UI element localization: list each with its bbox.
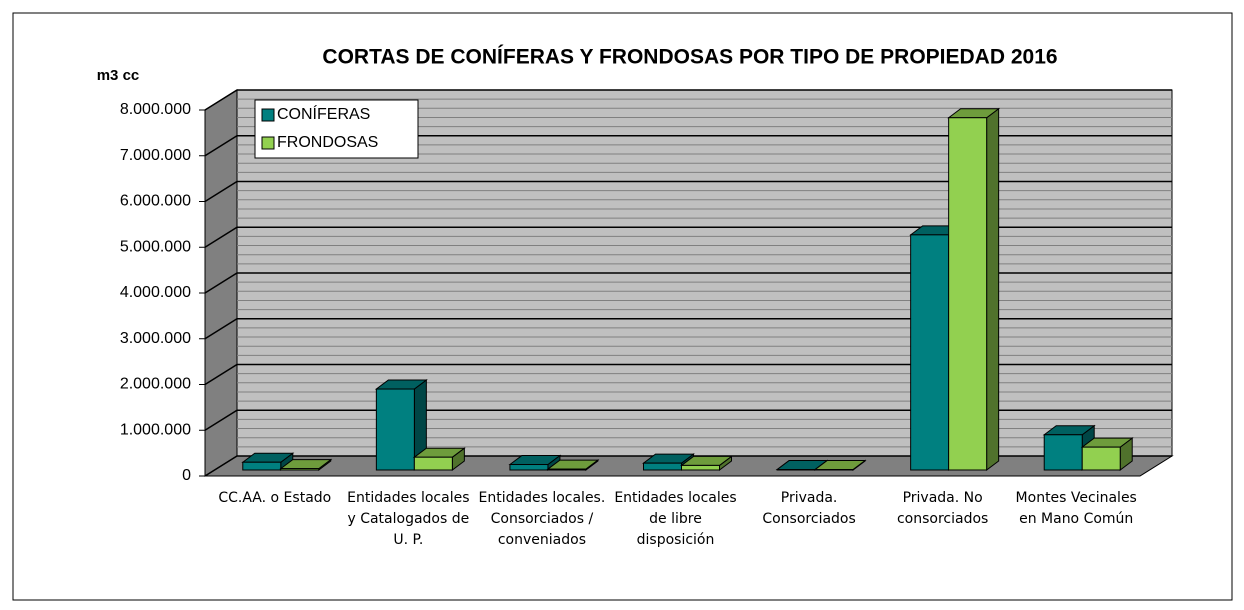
bar-front — [1081, 446, 1121, 471]
bar — [1080, 437, 1134, 471]
legend: CONÍFERAS FRONDOSAS — [254, 99, 419, 159]
bar-front — [413, 456, 453, 471]
bar-front — [910, 234, 950, 471]
legend-swatch — [261, 136, 275, 150]
x-tick-label: Montes Vecinales en Mano Común — [1015, 490, 1137, 527]
legend-label: CONÍFERAS — [277, 104, 370, 123]
chart-title: CORTAS DE CONÍFERAS Y FRONDOSAS POR TIPO… — [322, 46, 1057, 69]
bar — [680, 455, 733, 471]
y-tick-label: 1.000.000 — [120, 421, 191, 438]
grid-line — [204, 318, 1172, 340]
bar-front — [1043, 434, 1083, 471]
y-tick-label: 5.000.000 — [120, 238, 191, 255]
bar-front — [643, 462, 682, 471]
bar — [279, 458, 333, 471]
legend-box — [254, 99, 419, 159]
x-tick-label: Privada. Consorciados — [762, 490, 856, 527]
y-tick-label: 4.000.000 — [120, 284, 191, 301]
bar-front — [509, 464, 549, 471]
legend-swatch — [261, 108, 275, 122]
bar-front — [242, 461, 282, 471]
bar-front — [681, 464, 720, 471]
grid-line — [204, 363, 1172, 386]
bar-side — [986, 107, 1000, 471]
grid-line — [204, 226, 1172, 248]
grid-line — [204, 135, 1172, 157]
bar-front — [547, 468, 587, 471]
bar — [546, 459, 600, 471]
legend-label: FRONDOSAS — [277, 134, 378, 151]
bar-front — [948, 117, 988, 471]
x-tick-label: Privada. No consorciados — [896, 490, 989, 527]
bar — [374, 379, 428, 471]
y-tick-label: 0 — [182, 467, 191, 484]
bar — [412, 447, 466, 471]
grid-line — [204, 89, 1172, 111]
x-tick-label: Entidades locales. Consorciados / conven… — [478, 490, 606, 548]
grid-line — [204, 455, 1172, 477]
bar — [813, 459, 867, 471]
bar-front — [280, 468, 320, 471]
bar-front — [375, 388, 415, 471]
x-tick-label: Entidades locales de libre disposición — [614, 490, 737, 548]
grid-line — [204, 409, 1172, 431]
y-tick-label: 8.000.000 — [120, 101, 191, 118]
grid-line — [204, 272, 1172, 294]
y-tick-label: 7.000.000 — [120, 147, 191, 164]
bar — [947, 107, 1001, 471]
y-tick-label: 6.000.000 — [120, 193, 191, 210]
x-tick-label: CC.AA. o Estado — [218, 490, 332, 506]
x-tick-label: Entidades locales y Catalogados de U. P. — [347, 490, 470, 548]
y-tick-label: 2.000.000 — [120, 376, 191, 393]
y-axis-label: m3 cc — [97, 67, 140, 84]
grid-line — [204, 180, 1172, 203]
y-tick-label: 3.000.000 — [120, 330, 191, 347]
